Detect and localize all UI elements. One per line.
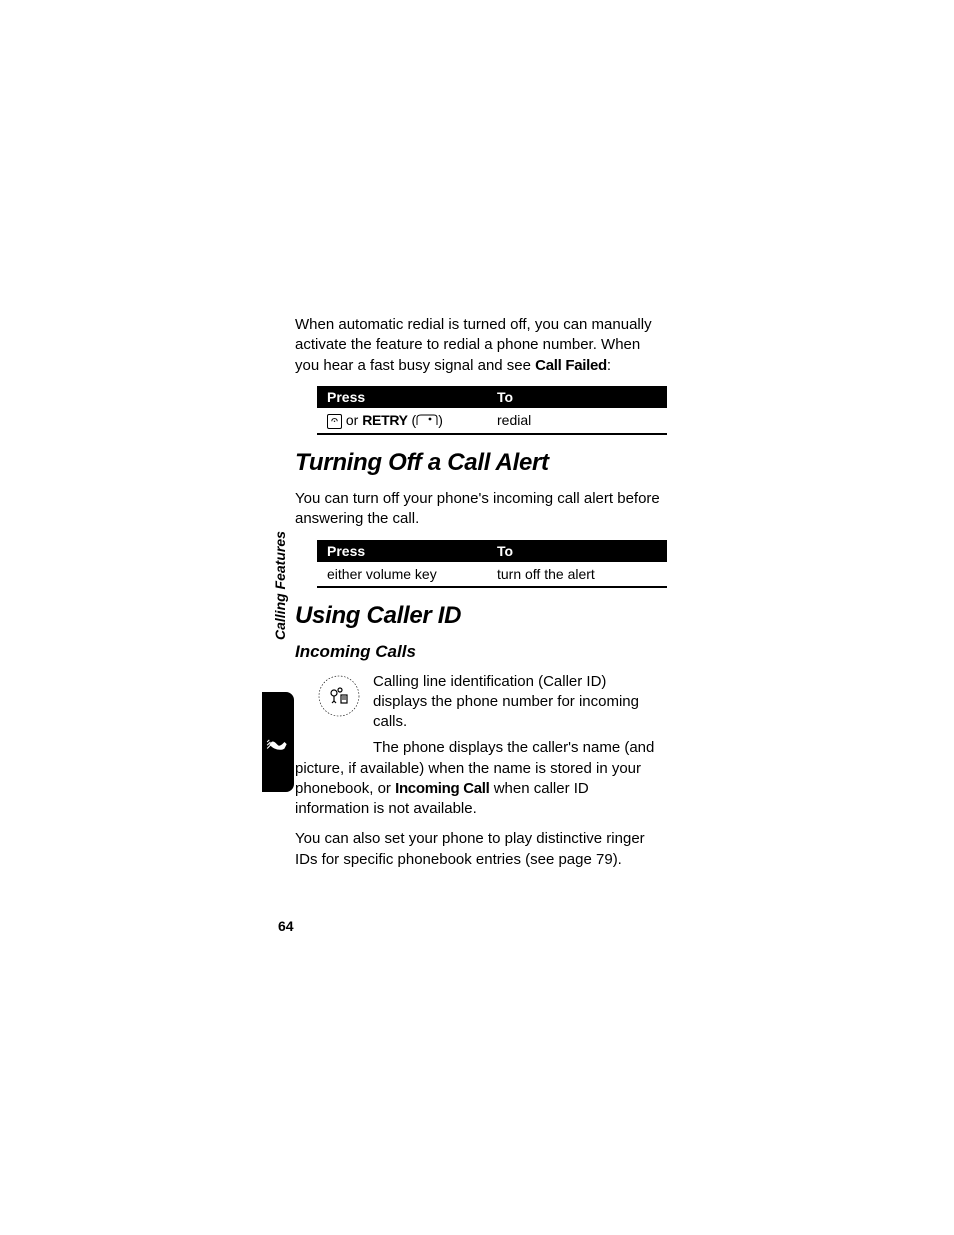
paren-close: ) [438, 412, 443, 428]
section-label: Calling Features [272, 531, 288, 640]
page-number: 64 [278, 918, 294, 934]
table-header-press: Press [317, 540, 487, 562]
caller-id-p2: The phone displays the caller's name (an… [295, 738, 660, 819]
redial-table: Press To or RETRY () redial [317, 386, 667, 435]
heading-turn-off-alert: Turning Off a Call Alert [295, 449, 660, 477]
press-cell: or RETRY () [317, 408, 487, 434]
content-area: When automatic redial is turned off, you… [295, 315, 660, 880]
retry-label: RETRY [362, 412, 407, 428]
network-feature-icon [317, 674, 361, 723]
caller-id-p2-line1: The phone displays the caller's name (an… [295, 738, 660, 758]
send-key-icon [327, 414, 342, 429]
alert-table: Press To either volume key turn off the … [317, 540, 667, 588]
to-cell: turn off the alert [487, 562, 667, 587]
section-tab [262, 692, 294, 792]
turn-off-paragraph: You can turn off your phone's incoming c… [295, 489, 660, 530]
softkey-icon [416, 413, 438, 429]
caller-id-p3: You can also set your phone to play dist… [295, 829, 660, 870]
press-cell: either volume key [317, 562, 487, 587]
subheading-incoming-calls: Incoming Calls [295, 642, 660, 662]
heading-caller-id: Using Caller ID [295, 602, 660, 630]
intro-paragraph: When automatic redial is turned off, you… [295, 315, 660, 376]
incoming-call-label: Incoming Call [395, 780, 489, 797]
table-row: or RETRY () redial [317, 408, 667, 434]
table-row: either volume key turn off the alert [317, 562, 667, 587]
call-failed-label: Call Failed [535, 357, 607, 374]
paren-open: ( [408, 412, 417, 428]
caller-id-block: Calling line identification (Caller ID) … [295, 672, 660, 820]
to-cell: redial [487, 408, 667, 434]
table-header-to: To [487, 540, 667, 562]
or-text: or [342, 412, 362, 428]
table-header-to: To [487, 386, 667, 408]
intro-colon: : [607, 357, 611, 374]
caller-id-p2-rest: picture, if available) when the name is … [295, 760, 641, 818]
page: Calling Features When automatic redial i… [0, 0, 954, 1235]
phone-tab-icon [265, 729, 291, 755]
table-header-press: Press [317, 386, 487, 408]
